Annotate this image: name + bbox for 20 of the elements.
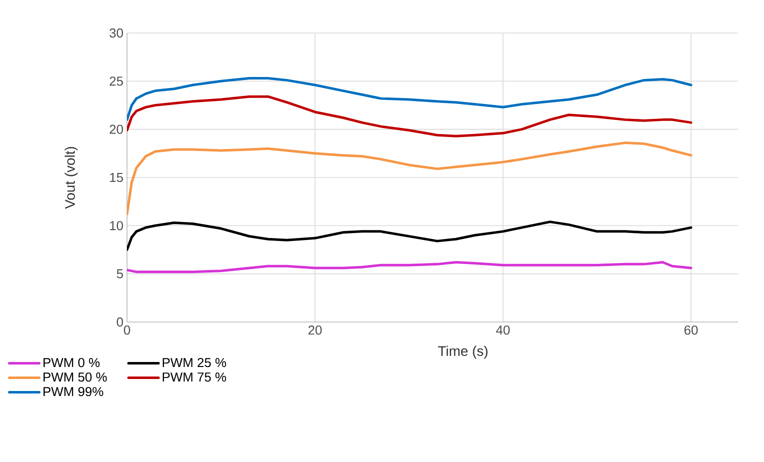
- y-tick-label: 30: [110, 28, 123, 38]
- x-tick-label: 0: [124, 326, 130, 335]
- y-tick-label: 0: [116, 317, 123, 327]
- y-tick-label: 5: [116, 269, 123, 278]
- y-tick-label: 10: [110, 221, 123, 230]
- line-series: [127, 142, 692, 216]
- y-tick-label: 15: [110, 172, 123, 182]
- y-tick-label: 25: [110, 76, 123, 86]
- y-tick-label: 20: [110, 124, 123, 134]
- legend-label: PWM 75 %: [162, 372, 226, 382]
- x-axis-title: Time (s): [438, 346, 488, 359]
- x-tick-label: 20: [308, 326, 322, 335]
- legend-label: PWM 25 %: [162, 358, 226, 368]
- x-tick-label: 40: [496, 326, 510, 335]
- line-series: [127, 77, 692, 121]
- legend-label: PWM 50 %: [44, 372, 107, 382]
- x-tick-label: 60: [684, 326, 698, 335]
- legend-label: PWM 99%: [44, 387, 104, 396]
- legend-label: PWM 0 %: [44, 358, 100, 368]
- y-axis-title: Vout (volt): [64, 146, 78, 209]
